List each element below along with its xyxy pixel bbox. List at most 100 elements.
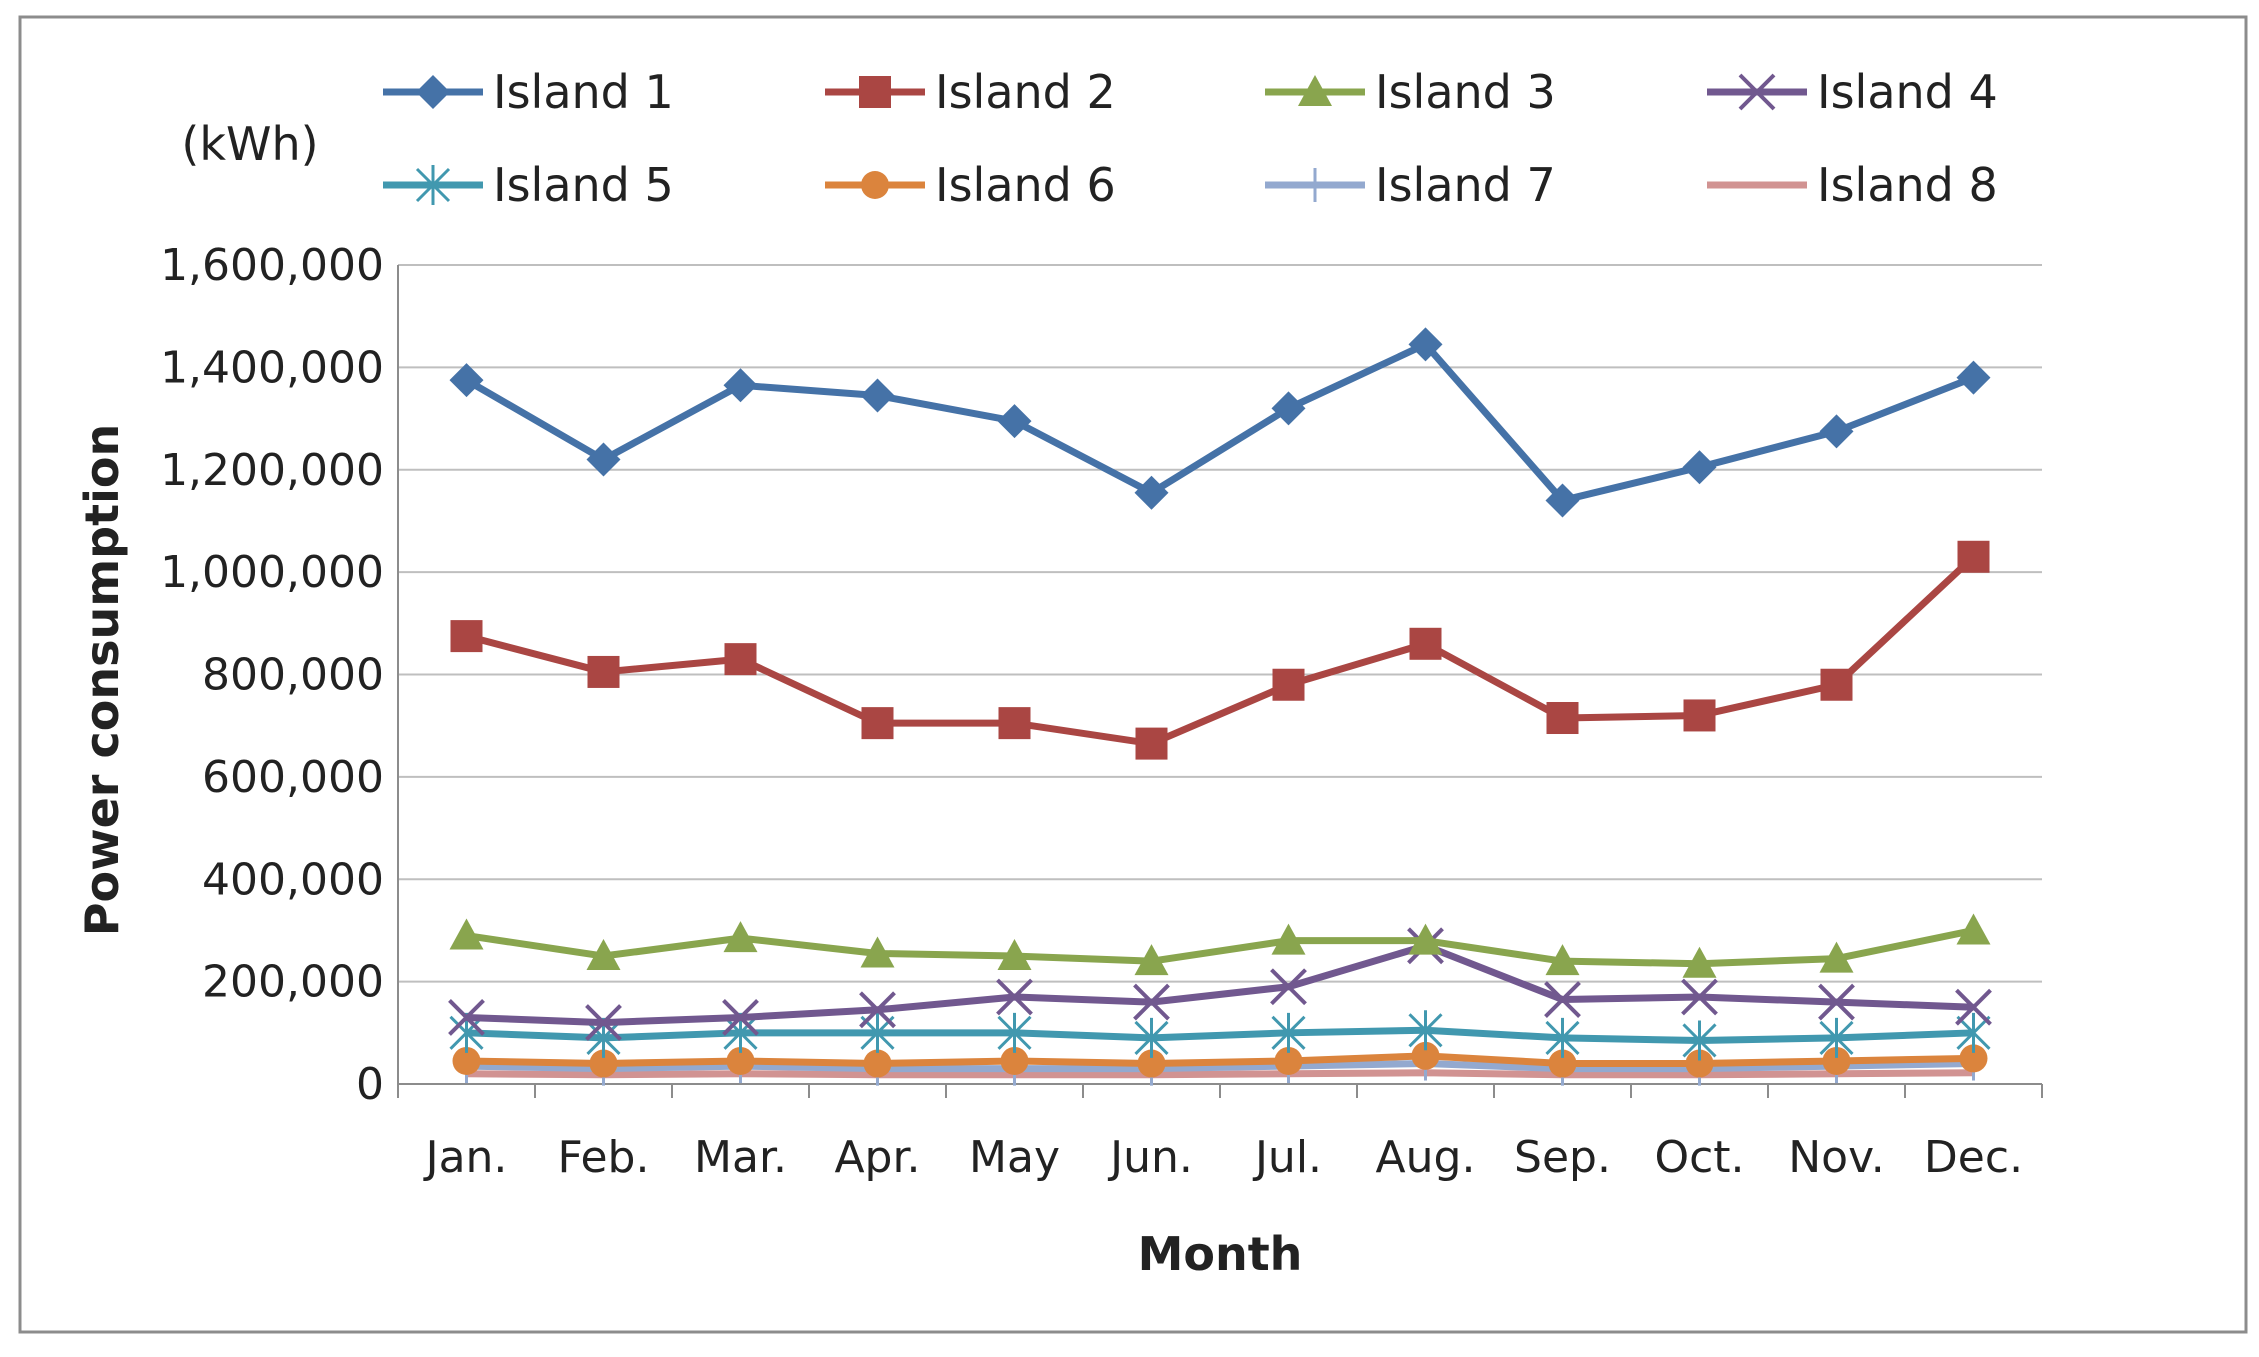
data-point	[1682, 946, 1717, 978]
data-point	[586, 939, 621, 971]
data-point	[997, 1012, 1032, 1053]
data-point	[1134, 944, 1169, 976]
data-point	[1409, 627, 1442, 660]
data-point	[1956, 360, 1991, 395]
data-point	[1819, 1017, 1854, 1058]
data-point	[1956, 1012, 1991, 1053]
data-point	[861, 707, 894, 740]
x-tick-label: Feb.	[558, 1132, 650, 1183]
data-point	[1545, 1017, 1580, 1058]
series-line	[464, 340, 1975, 504]
x-tick-label: Apr.	[834, 1132, 920, 1183]
data-point	[448, 999, 485, 1036]
x-tick-label: Aug.	[1376, 1132, 1476, 1183]
data-point	[585, 1004, 622, 1041]
data-point	[1133, 983, 1170, 1021]
legend-label: Island 6	[935, 158, 1116, 212]
data-point	[1408, 923, 1443, 955]
data-point	[723, 921, 758, 953]
series-line	[466, 1060, 1974, 1073]
data-point	[1956, 913, 1991, 945]
data-point	[722, 999, 759, 1036]
data-point	[449, 363, 484, 398]
data-point	[1957, 540, 1990, 573]
data-point	[1411, 1041, 1440, 1070]
data-point	[860, 936, 895, 968]
legend-entry-island-7: Island 7	[1265, 158, 1556, 212]
data-point	[1271, 923, 1306, 955]
legend-label: Island 1	[493, 65, 674, 119]
data-point	[1818, 983, 1855, 1021]
series-island-8	[466, 1069, 1974, 1079]
x-axis-title: Month	[1138, 1227, 1303, 1281]
data-point	[1819, 414, 1854, 449]
data-point	[997, 404, 1032, 439]
data-point	[1137, 1049, 1166, 1078]
legend-label: Island 4	[1817, 65, 1998, 119]
series-island-3	[449, 913, 1991, 978]
legend-marker	[1738, 73, 1776, 111]
x-tick-label: May	[969, 1132, 1060, 1183]
data-point	[863, 1049, 892, 1078]
y-tick-label: 400,000	[202, 854, 384, 905]
legend-label: Island 5	[493, 158, 674, 212]
series-line	[465, 554, 1976, 748]
data-point	[1134, 1017, 1169, 1058]
legend-entry-island-1: Island 1	[383, 65, 674, 119]
series-island-6	[452, 1041, 1988, 1078]
unit-label: (kWh)	[181, 117, 318, 171]
y-axis-title: Power consumption	[75, 424, 129, 936]
data-point	[859, 991, 896, 1029]
legend-label: Island 8	[1817, 158, 1998, 212]
data-point	[1682, 450, 1717, 485]
series-line	[466, 1026, 1974, 1044]
legend-label: Island 3	[1375, 65, 1556, 119]
x-tick-label: Jul.	[1252, 1132, 1322, 1183]
data-point	[452, 1046, 481, 1075]
data-point	[724, 643, 757, 676]
data-point	[1685, 1049, 1714, 1078]
series-line	[466, 1069, 1974, 1079]
legend-marker	[415, 165, 451, 205]
legend-marker	[861, 171, 889, 199]
y-tick-label: 1,200,000	[160, 445, 384, 496]
series-island-1	[449, 327, 1991, 518]
y-tick-label: 1,600,000	[160, 240, 384, 291]
data-point	[1274, 1046, 1303, 1075]
data-point	[1545, 483, 1580, 518]
legend-entry-island-2: Island 2	[825, 65, 1116, 119]
legend-entry-island-4: Island 4	[1707, 65, 1998, 119]
legend-label: Island 2	[935, 65, 1116, 119]
legend-marker	[859, 76, 891, 108]
data-point	[1546, 702, 1579, 735]
data-point	[1135, 727, 1168, 760]
x-tick-label: Mar.	[694, 1132, 787, 1183]
data-point	[860, 378, 895, 413]
data-point	[1408, 327, 1443, 362]
series-line	[466, 1052, 1974, 1068]
data-point	[1681, 978, 1718, 1016]
legend-entry-island-3: Island 3	[1265, 65, 1556, 119]
y-tick-label: 1,400,000	[160, 342, 384, 393]
data-point	[1272, 668, 1305, 701]
x-tick-label: Nov.	[1788, 1132, 1884, 1183]
data-point	[997, 939, 1032, 971]
series-island-5	[449, 1010, 1991, 1061]
x-tick-label: Jan.	[423, 1132, 508, 1183]
data-point	[1408, 1010, 1443, 1051]
data-point	[1271, 1012, 1306, 1053]
data-point	[1548, 1049, 1577, 1078]
data-point	[998, 707, 1031, 740]
legend-entry-island-8: Island 8	[1707, 158, 1998, 212]
series-island-2	[450, 540, 1990, 760]
series-island-4	[448, 927, 1992, 1041]
series-line	[466, 942, 1974, 1027]
legend-entry-island-5: Island 5	[383, 158, 674, 212]
data-point	[1683, 699, 1716, 732]
data-point	[1000, 1046, 1029, 1075]
x-tick-label: Jun.	[1107, 1132, 1193, 1183]
data-point	[1134, 475, 1169, 510]
data-point	[1544, 981, 1581, 1018]
